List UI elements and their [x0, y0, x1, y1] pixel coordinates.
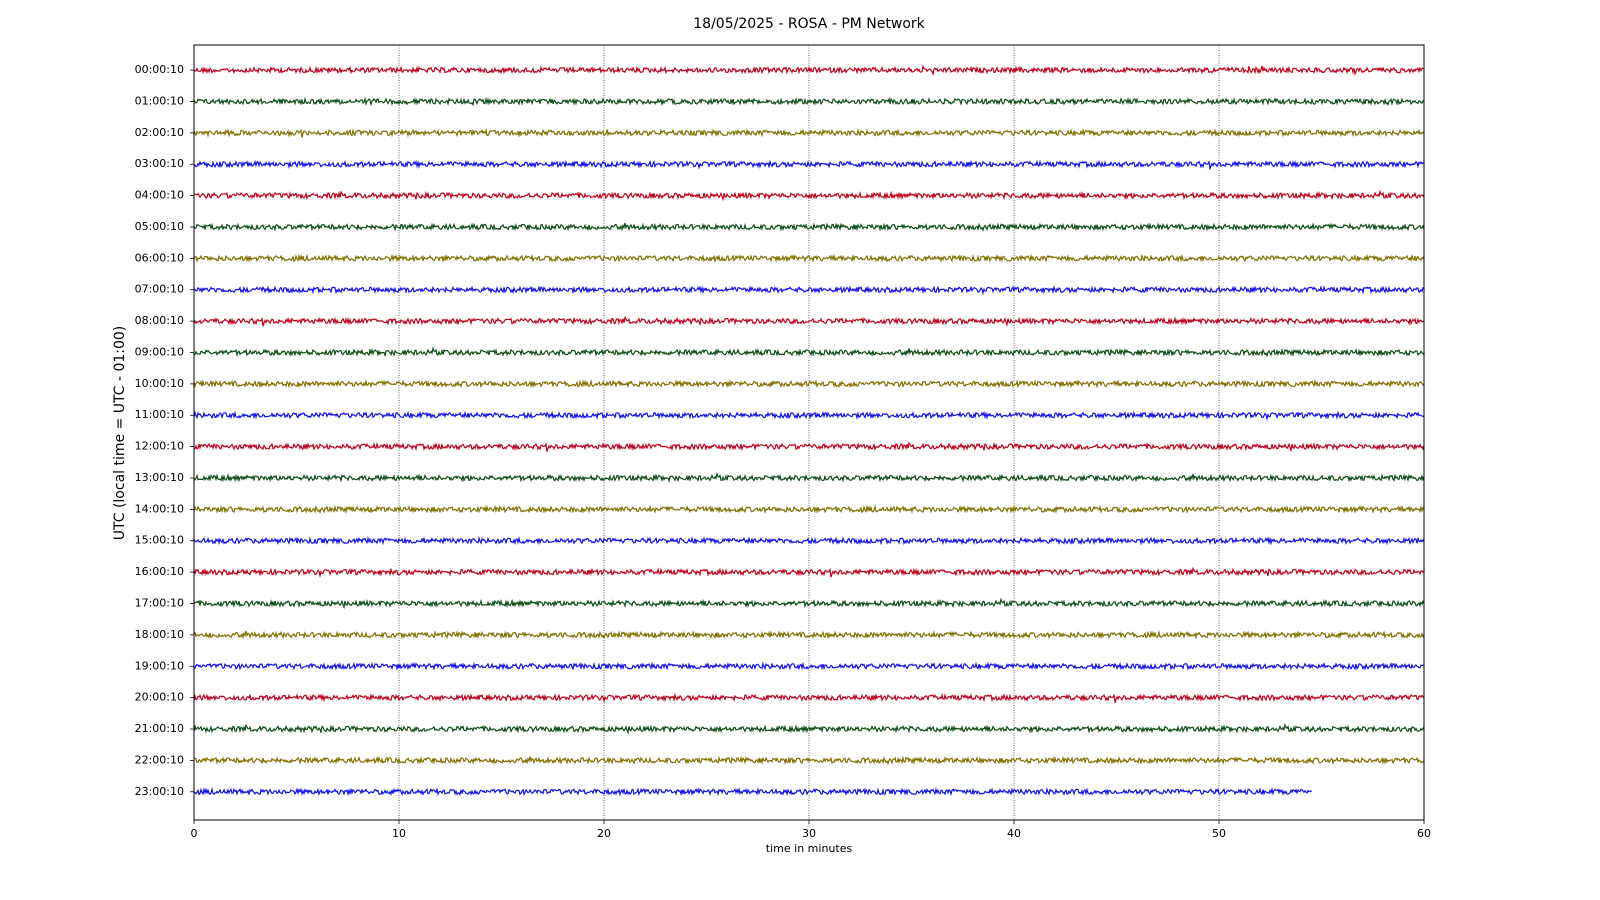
y-tick-label: 11:00:10: [135, 408, 184, 421]
y-tick-label: 21:00:10: [135, 722, 184, 735]
trace: [193, 159, 1425, 170]
y-axis-label: UTC (local time = UTC - 01:00): [112, 326, 128, 541]
trace: [193, 597, 1425, 610]
trace: [193, 755, 1425, 766]
y-tick-label: 08:00:10: [135, 314, 184, 327]
trace: [193, 722, 1425, 735]
y-tick-label: 03:00:10: [135, 157, 184, 170]
y-tick-label: 23:00:10: [135, 785, 184, 798]
trace: [193, 64, 1425, 77]
y-tick-label: 22:00:10: [135, 753, 184, 766]
trace: [193, 96, 1425, 107]
trace: [193, 661, 1425, 671]
y-tick-label: 02:00:10: [135, 126, 184, 139]
chart-title: 18/05/2025 - ROSA - PM Network: [693, 16, 925, 32]
trace: [193, 630, 1425, 640]
y-tick-label: 17:00:10: [135, 597, 184, 610]
x-tick-label: 30: [802, 827, 816, 840]
y-tick-label: 09:00:10: [135, 345, 184, 358]
trace: [193, 535, 1425, 546]
y-tick-label: 01:00:10: [135, 94, 184, 107]
x-tick-label: 50: [1212, 827, 1226, 840]
y-tick-label: 06:00:10: [135, 251, 184, 264]
y-tick-label: 14:00:10: [135, 502, 184, 515]
y-tick-label: 10:00:10: [135, 377, 184, 390]
trace: [193, 504, 1425, 515]
x-tick-label: 60: [1417, 827, 1431, 840]
trace: [193, 786, 1312, 797]
trace: [193, 441, 1425, 453]
trace: [193, 315, 1425, 327]
y-tick-label: 19:00:10: [135, 659, 184, 672]
y-tick-label: 15:00:10: [135, 534, 184, 547]
trace: [193, 692, 1425, 704]
y-tick-label: 12:00:10: [135, 440, 184, 453]
y-tick-label: 00:00:10: [135, 63, 184, 76]
trace: [193, 471, 1425, 483]
trace: [193, 379, 1425, 389]
x-tick-label: 20: [597, 827, 611, 840]
plot-frame: [193, 44, 1425, 821]
y-tick-label: 05:00:10: [135, 220, 184, 233]
trace: [193, 410, 1425, 421]
trace: [193, 566, 1425, 578]
x-tick-label: 0: [191, 827, 198, 840]
y-tick-label: 04:00:10: [135, 189, 184, 202]
trace: [193, 253, 1425, 263]
y-tick-label: 16:00:10: [135, 565, 184, 578]
x-tick-label: 10: [392, 827, 406, 840]
x-tick-label: 40: [1007, 827, 1021, 840]
trace: [193, 284, 1425, 296]
y-tick-label: 18:00:10: [135, 628, 184, 641]
trace: [193, 128, 1425, 138]
trace: [193, 346, 1425, 358]
y-tick-label: 07:00:10: [135, 283, 184, 296]
trace: [193, 189, 1425, 202]
y-tick-label: 13:00:10: [135, 471, 184, 484]
x-axis-label: time in minutes: [766, 842, 853, 855]
y-tick-label: 20:00:10: [135, 691, 184, 704]
trace: [193, 222, 1425, 232]
